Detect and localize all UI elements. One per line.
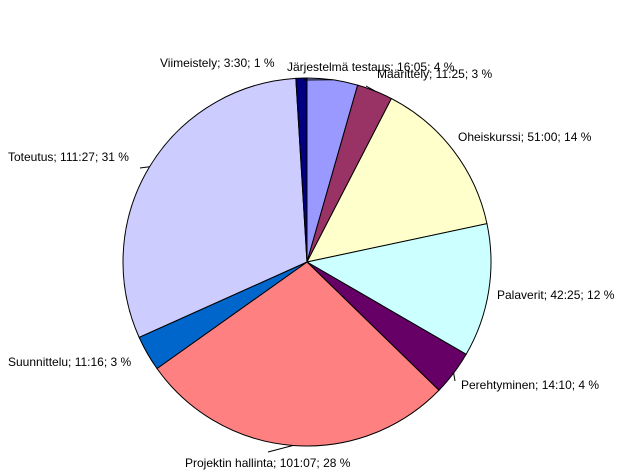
- data-label: Järjestelmä testaus; 16:05; 4 %: [287, 60, 455, 74]
- leader-line: [267, 444, 293, 453]
- data-label: Palaverit; 42:25; 12 %: [497, 288, 615, 302]
- pie-slice: [122, 77, 308, 339]
- data-label: Toteutus; 111:27; 31 %: [8, 150, 129, 164]
- pie-slice: [295, 77, 308, 263]
- data-label: Perehtyminen; 14:10; 4 %: [461, 378, 599, 392]
- pie-slice: [305, 223, 492, 355]
- pie-slice: [306, 97, 488, 263]
- data-labels: Järjestelmä testaus; 16:05; 4 %Määrittel…: [8, 56, 615, 470]
- pie-slices: [122, 77, 492, 447]
- leader-lines: [139, 79, 456, 453]
- data-label: Viimeistely; 3:30; 1 %: [160, 56, 275, 70]
- data-label: Projektin hallinta; 101:07; 28 %: [185, 456, 351, 470]
- leader-line: [453, 373, 456, 382]
- data-label: Oheiskurssi; 51:00; 14 %: [458, 130, 592, 144]
- data-label: Suunnittelu; 11:16; 3 %: [8, 355, 132, 369]
- pie-slice: [156, 261, 440, 447]
- leader-line: [139, 166, 150, 169]
- data-label: Määrittely; 11:25; 3 %: [377, 67, 492, 81]
- leader-line: [365, 85, 376, 92]
